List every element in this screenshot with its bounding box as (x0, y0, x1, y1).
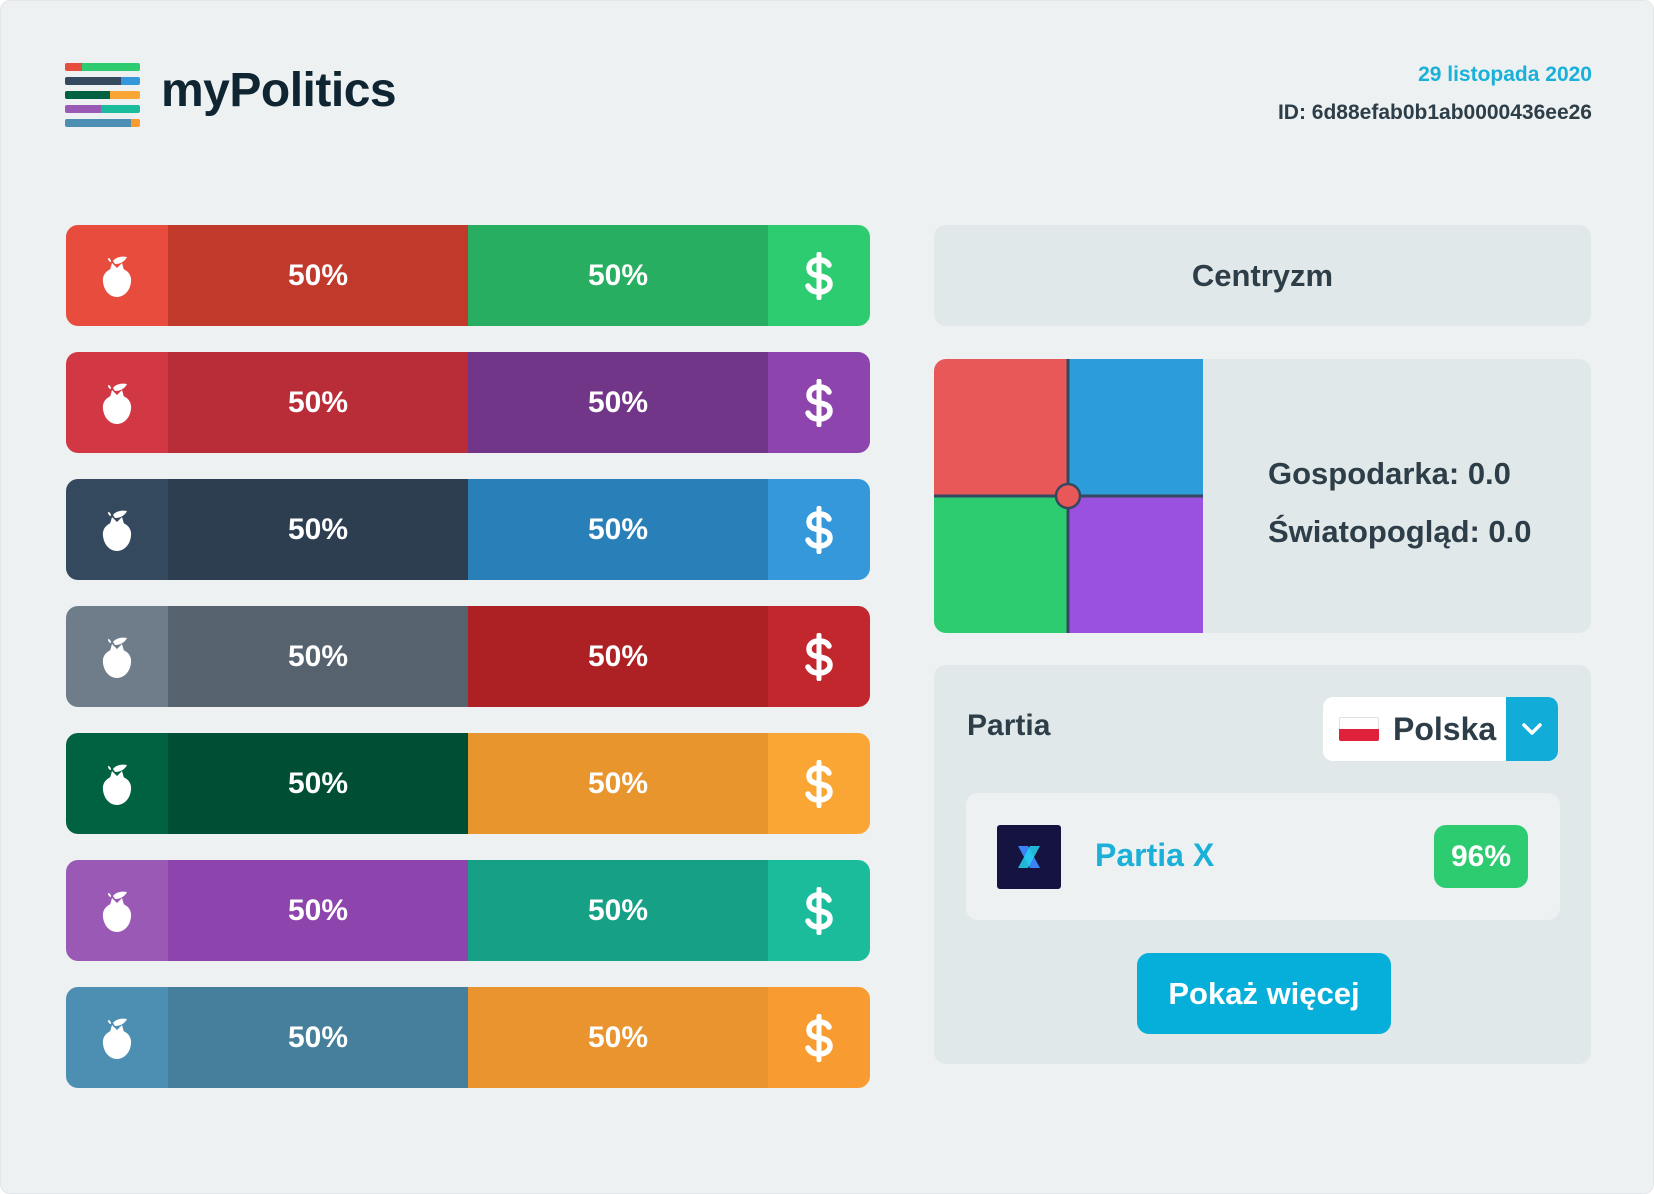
dollar-icon (768, 733, 870, 834)
axis-left-percent: 50% (168, 352, 468, 453)
party-list-item[interactable]: Partia X 96% (966, 793, 1560, 920)
axis-right-percent: 50% (468, 352, 768, 453)
chevron-down-icon (1522, 723, 1542, 735)
compass-quadrant-top-left (934, 359, 1068, 496)
ideology-label: Centryzm (934, 225, 1591, 326)
rose-icon (66, 352, 168, 453)
party-section-label: Partia (967, 709, 1051, 742)
dollar-icon (768, 225, 870, 326)
mypolitics-logo-icon (65, 63, 140, 129)
axis-bar[interactable]: 50% 50% (66, 860, 870, 961)
party-name[interactable]: Partia X (1095, 837, 1215, 873)
partia-x-logo (997, 825, 1061, 889)
compass-position-marker (1054, 482, 1082, 510)
party-card: Partia Polska Partia X 96% Pokaż więcej (934, 665, 1591, 1064)
dollar-icon (768, 987, 870, 1088)
compass-quadrant-bottom-right (1068, 496, 1203, 633)
rose-icon (66, 733, 168, 834)
axis-left-percent: 50% (168, 987, 468, 1088)
axis-left-percent: 50% (168, 479, 468, 580)
dollar-icon (768, 352, 870, 453)
axis-bar[interactable]: 50% 50% (66, 987, 870, 1088)
axis-left-percent: 50% (168, 733, 468, 834)
political-compass (934, 359, 1203, 633)
axis-right-percent: 50% (468, 225, 768, 326)
country-select[interactable]: Polska (1323, 697, 1558, 761)
axis-right-percent: 50% (468, 479, 768, 580)
rose-icon (66, 225, 168, 326)
rose-icon (66, 479, 168, 580)
party-match-badge: 96% (1434, 825, 1528, 888)
axis-left-percent: 50% (168, 860, 468, 961)
worldview-score: Światopogląd: 0.0 (1268, 514, 1532, 549)
brand-name: myPolitics (161, 64, 397, 117)
rose-icon (66, 606, 168, 707)
result-id: ID: 6d88efab0b1ab0000436ee26 (1277, 101, 1592, 124)
result-date: 29 listopada 2020 (1418, 63, 1592, 86)
axis-left-percent: 50% (168, 606, 468, 707)
rose-icon (66, 987, 168, 1088)
show-more-button[interactable]: Pokaż więcej (1137, 953, 1391, 1034)
axis-left-percent: 50% (168, 225, 468, 326)
compass-quadrant-bottom-left (934, 496, 1068, 633)
dollar-icon (768, 606, 870, 707)
axis-bar[interactable]: 50% 50% (66, 479, 870, 580)
axis-right-percent: 50% (468, 733, 768, 834)
poland-flag-icon (1339, 717, 1379, 741)
country-dropdown-button[interactable] (1506, 697, 1558, 761)
country-select-value: Polska (1393, 711, 1497, 747)
rose-icon (66, 860, 168, 961)
economy-score: Gospodarka: 0.0 (1268, 456, 1511, 491)
political-compass-card: Gospodarka: 0.0 Światopogląd: 0.0 (934, 359, 1591, 633)
compass-quadrant-top-right (1068, 359, 1203, 496)
axis-right-percent: 50% (468, 860, 768, 961)
compass-values: Gospodarka: 0.0 Światopogląd: 0.0 (1268, 445, 1532, 561)
axis-bar[interactable]: 50% 50% (66, 352, 870, 453)
axis-right-percent: 50% (468, 606, 768, 707)
axis-bar[interactable]: 50% 50% (66, 606, 870, 707)
dollar-icon (768, 479, 870, 580)
axis-right-percent: 50% (468, 987, 768, 1088)
dollar-icon (768, 860, 870, 961)
axis-bar[interactable]: 50% 50% (66, 225, 870, 326)
axis-bar[interactable]: 50% 50% (66, 733, 870, 834)
